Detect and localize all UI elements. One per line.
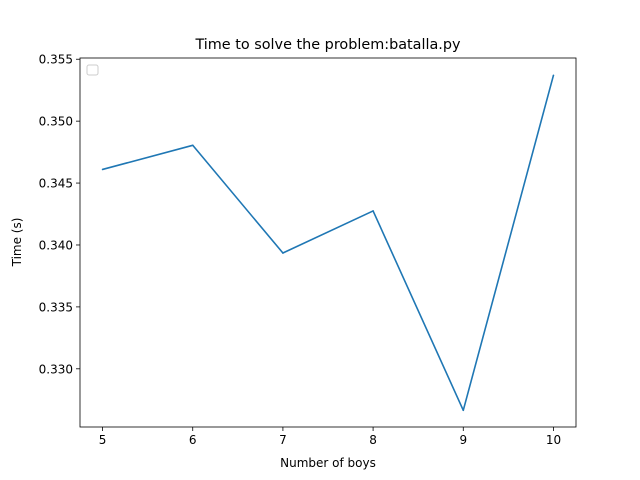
series-group [101,74,555,412]
x-axis-ticks: 5 6 7 8 9 10 [99,427,561,447]
data-point [552,74,555,77]
plot-area: 5 6 7 8 9 10 0.330 0.335 0.340 0.345 0.350 0.355 [39,53,577,447]
x-axis-label: Number of boys [280,456,376,470]
y-tick-label: 0.350 [39,115,73,129]
x-tick-label: 6 [189,433,197,447]
data-point [282,252,284,254]
series-line [102,75,555,412]
y-axis-ticks: 0.330 0.335 0.340 0.345 0.350 0.355 [39,53,80,376]
data-point [191,144,194,147]
chart-title: Time to solve the problem:batalla.py [194,37,461,53]
x-tick-label: 9 [459,433,467,447]
data-point [372,210,374,212]
y-tick-label: 0.340 [39,238,73,252]
y-tick-label: 0.345 [39,177,73,191]
data-point [462,409,465,412]
x-tick-label: 10 [546,433,561,447]
x-tick-label: 8 [369,433,377,447]
y-tick-label: 0.335 [39,300,73,314]
y-axis-label: Time (s) [10,218,24,268]
axes-frame [79,57,577,428]
y-tick-label: 0.355 [39,53,73,67]
data-point [101,168,104,171]
x-tick-label: 5 [99,433,107,447]
x-tick-label: 7 [279,433,287,447]
legend-box [86,64,99,76]
y-tick-label: 0.330 [39,362,73,376]
